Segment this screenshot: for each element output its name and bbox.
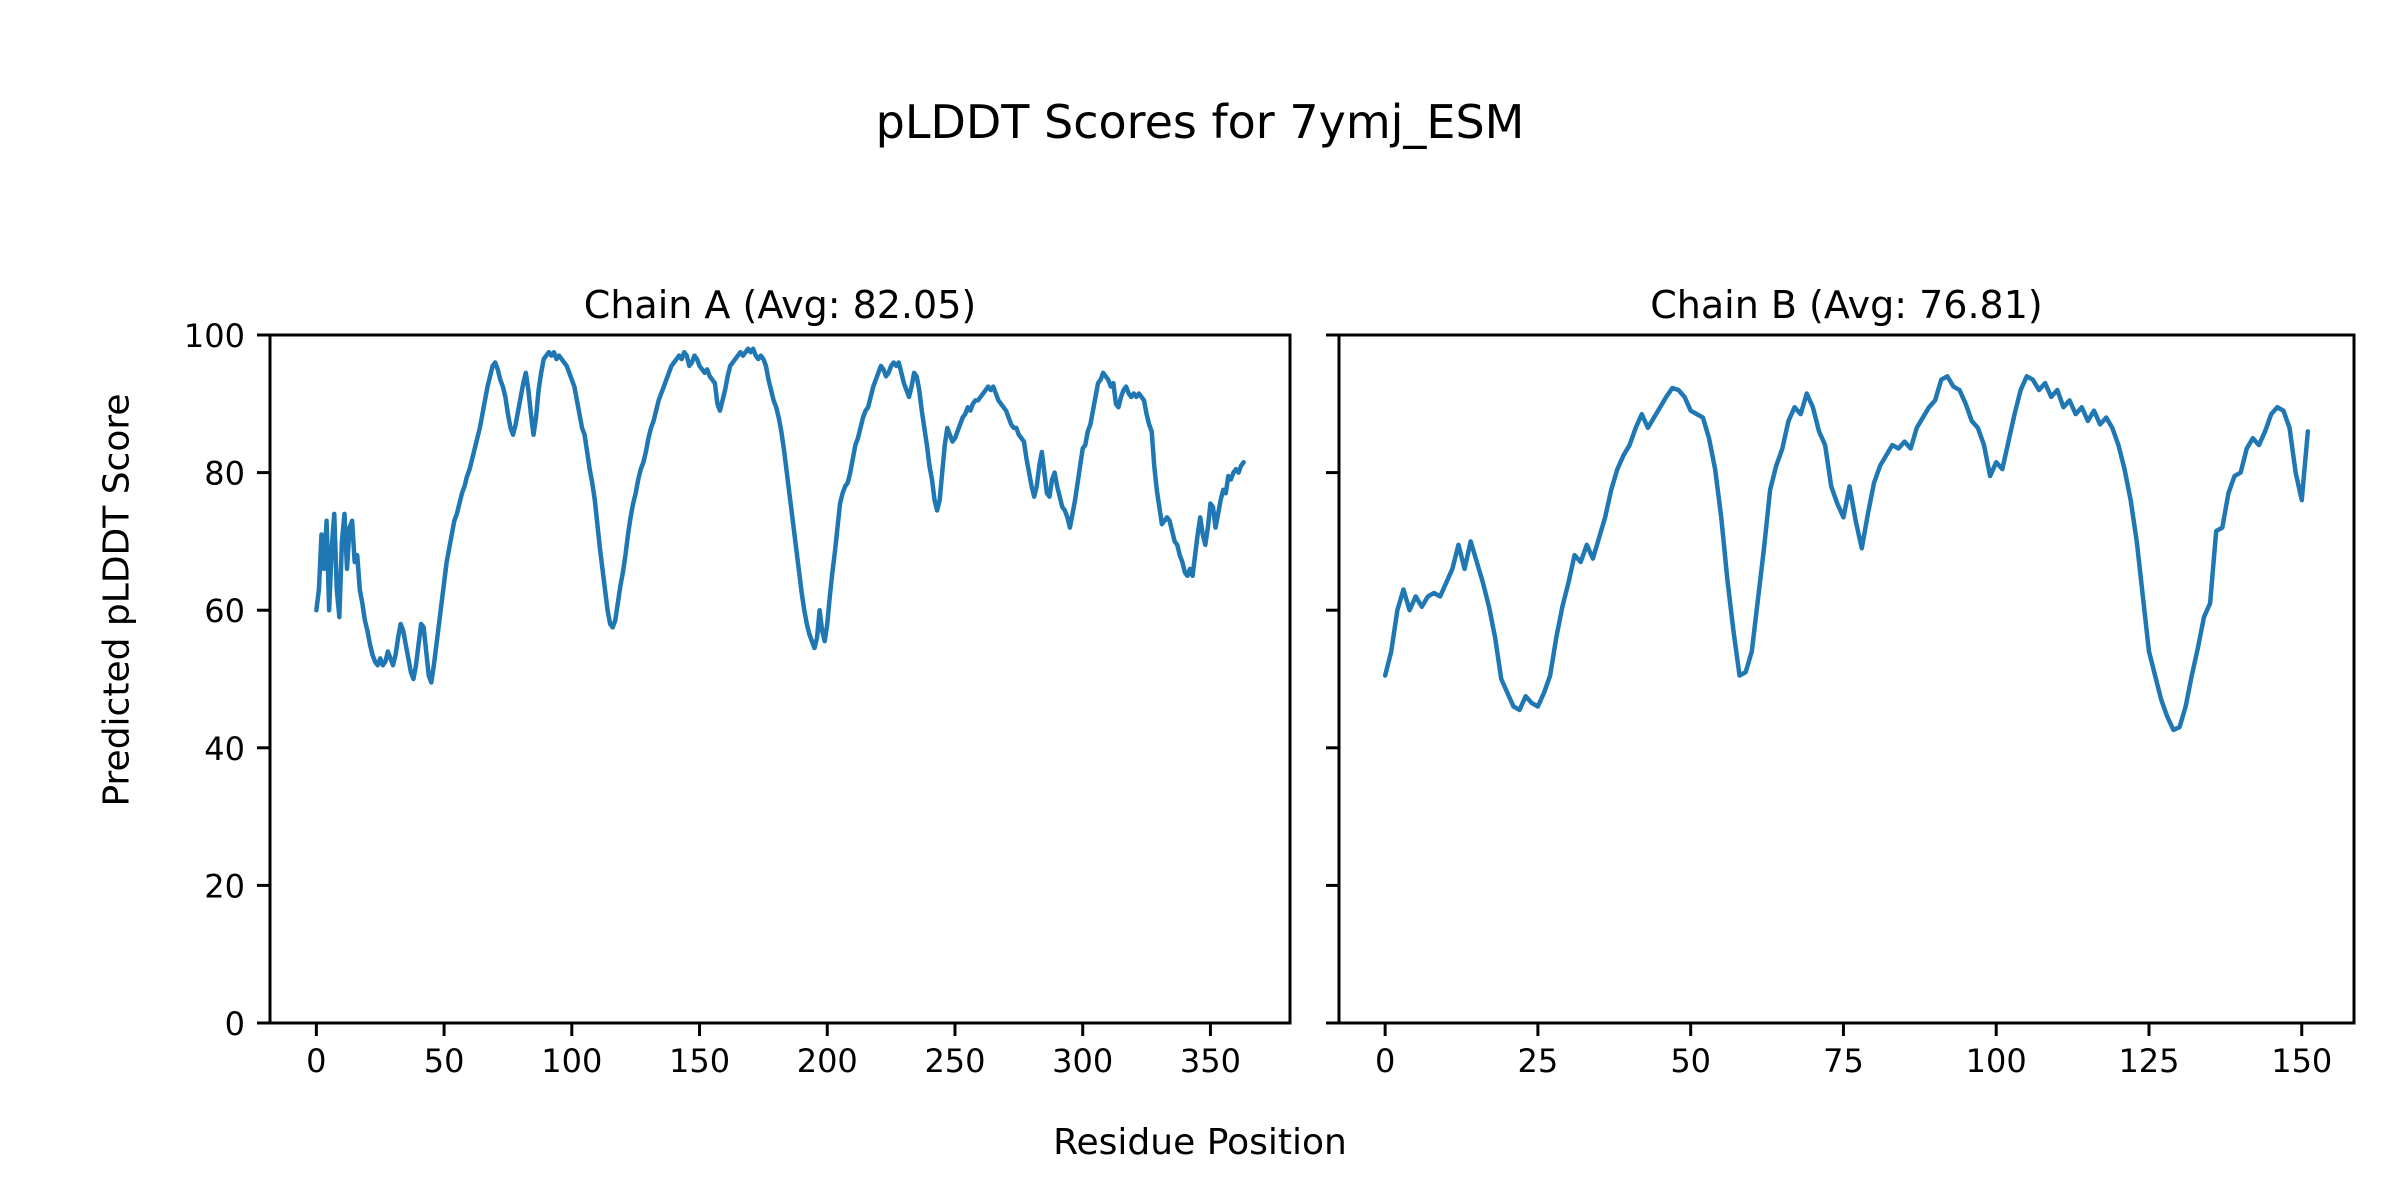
chain-a-y-tick-label: 20 — [204, 867, 245, 905]
chain-a-axes: 0 50 100 150 200 250 300 350 0 20 40 60 80 100 — [184, 317, 1292, 1080]
chain-a-x-tick-label: 300 — [1052, 1042, 1113, 1080]
chain-b-x-tick-label: 25 — [1518, 1042, 1559, 1080]
chain-b-spines — [1337, 333, 2356, 1025]
chain-a-x-tick-label: 50 — [424, 1042, 465, 1080]
chain-a-x-tick-label: 100 — [541, 1042, 602, 1080]
chain-b-line — [1382, 374, 2311, 733]
chain-a-spines — [268, 333, 1292, 1025]
chain-a-y-tick-label: 100 — [184, 317, 245, 355]
chain-a-y-tick-label: 80 — [204, 455, 245, 493]
chain-a-y-tick-label: 60 — [204, 592, 245, 630]
chain-a-x-tick-label: 250 — [924, 1042, 985, 1080]
chain-b-x-tick-label: 125 — [2118, 1042, 2179, 1080]
chain-a-x-tick-label: 150 — [669, 1042, 730, 1080]
x-axis-label: Residue Position — [1053, 1122, 1347, 1163]
chain-b-x-tick-label: 75 — [1823, 1042, 1864, 1080]
chain-b-x-tick-label: 0 — [1375, 1042, 1395, 1080]
chain-a-x-tick-label: 350 — [1180, 1042, 1241, 1080]
chain-b-title: Chain B (Avg: 76.81) — [1650, 283, 2043, 327]
figure-title: pLDDT Scores for 7ymj_ESM — [875, 95, 1525, 149]
chain-b-x-tick-label: 50 — [1670, 1042, 1711, 1080]
chain-a-line — [314, 346, 1246, 685]
chain-b-x-tick-label: 150 — [2271, 1042, 2332, 1080]
chain-a-x-tick-label: 200 — [797, 1042, 858, 1080]
chain-a-y-tick-label: 0 — [225, 1005, 245, 1043]
chain-a-x-tick-label: 0 — [306, 1042, 326, 1080]
chain-a-title: Chain A (Avg: 82.05) — [583, 283, 977, 327]
chain-b-axes: 0 25 50 75 100 125 150 — [1326, 333, 2356, 1080]
chain-b-x-tick-label: 100 — [1966, 1042, 2027, 1080]
chain-a-y-tick-label: 40 — [204, 730, 245, 768]
